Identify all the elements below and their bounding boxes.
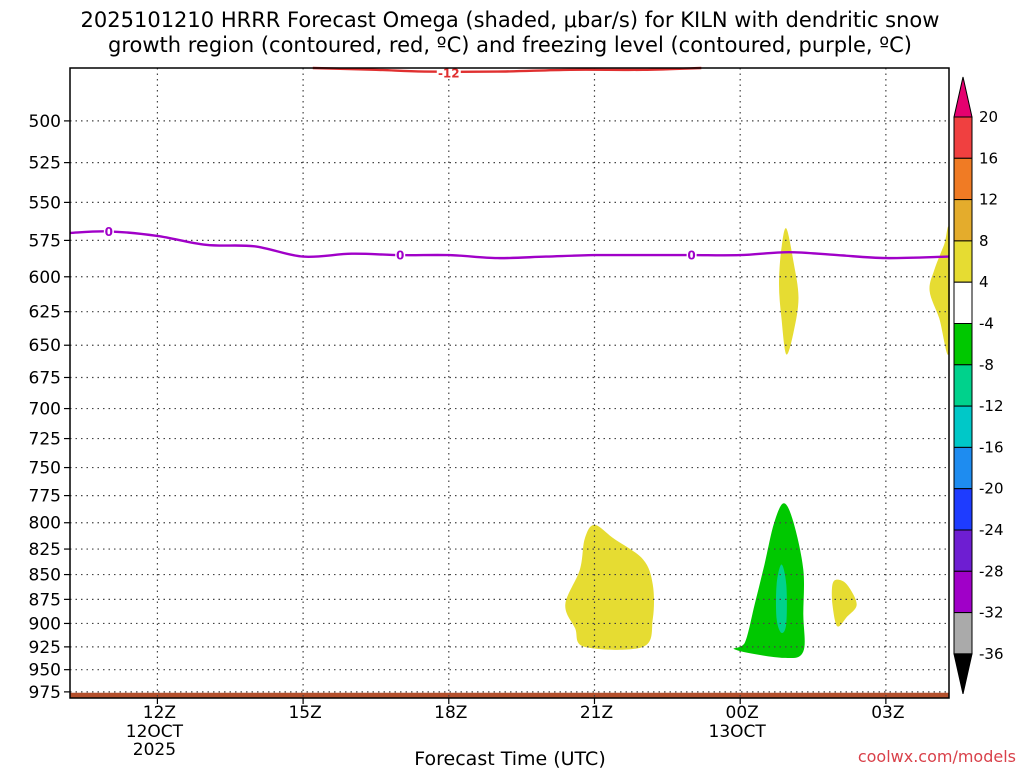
- freezing-level-label-0: 0: [105, 225, 113, 239]
- colorbar-label--8: -8: [979, 356, 994, 374]
- x-tick-label-03Z: 03Z: [871, 703, 904, 723]
- colorbar-label--12: -12: [979, 397, 1004, 415]
- x-tick-label-21Z: 21Z: [580, 703, 613, 723]
- x-tick-label-00Z: 00Z: [726, 703, 759, 723]
- yellow-edge-04z: [929, 226, 950, 355]
- freezing-level-label-bg-1: [395, 248, 406, 263]
- freezing-level-label-bg-0: [103, 224, 114, 239]
- y-tick-label-650: 650: [29, 336, 61, 356]
- colorbar-label--24: -24: [979, 521, 1004, 539]
- colorbar-bin-9: [953, 446, 973, 490]
- green-blob-00z: [733, 503, 805, 659]
- y-tick-label-875: 875: [29, 590, 61, 610]
- colorbar-label--20: -20: [979, 480, 1004, 498]
- plot-area: [70, 68, 949, 698]
- colorbar-label--28: -28: [979, 562, 1004, 580]
- colorbar-bin-3: [953, 199, 973, 242]
- y-tick-label-675: 675: [29, 368, 61, 388]
- freezing-level-label-2: 0: [687, 249, 695, 263]
- x-tick-year-12Z: 2025: [133, 740, 176, 760]
- teal-core-00z: [776, 564, 787, 634]
- chart-title-line1: 2025101210 HRRR Forecast Omega (shaded, …: [81, 8, 940, 32]
- colorbar-bin-13: [953, 612, 973, 655]
- plot-frame: [69, 67, 950, 699]
- y-axis: 500 525 550 575 600 625 650 675 700 725 750 775 800 8…: [29, 112, 70, 703]
- y-tick-label-950: 950: [29, 661, 61, 681]
- chart-title-line2: growth region (contoured, red, ºC) and f…: [108, 33, 912, 57]
- y-tick-label-500: 500: [29, 112, 61, 132]
- dgz-label: -12: [438, 67, 460, 81]
- colorbar-bin-1: [953, 116, 973, 159]
- colorbar-label-16: 16: [979, 149, 998, 167]
- colorbar-bin-8: [953, 405, 973, 448]
- colorbar-bottom-triangle: [953, 653, 973, 695]
- y-tick-label-925: 925: [29, 638, 61, 658]
- colorbar: 20 16 12 8 4 -4 -8 -12 -16 -20 -24 -28 -32 -36: [953, 76, 1004, 695]
- colorbar-bin-7: [953, 364, 973, 407]
- surface-band: [70, 692, 949, 698]
- y-tick-label-850: 850: [29, 566, 61, 586]
- colorbar-bin-11: [953, 529, 973, 572]
- y-tick-label-800: 800: [29, 514, 61, 534]
- yellow-sliver-01z: [779, 228, 799, 355]
- colorbar-bin-10: [953, 488, 973, 531]
- x-tick-label-15Z: 15Z: [288, 703, 321, 723]
- y-tick-label-900: 900: [29, 614, 61, 634]
- yellow-blob-21z: [565, 524, 654, 650]
- dgz-contour: [312, 66, 702, 74]
- y-tick-label-975: 975: [29, 683, 61, 703]
- colorbar-bin-5: [953, 281, 973, 325]
- contour-layer: 0 0 0 -12: [69, 66, 950, 263]
- surface-band-layer: [70, 692, 949, 698]
- colorbar-label--36: -36: [979, 645, 1004, 663]
- credit-text[interactable]: coolwx.com/models: [858, 747, 1016, 766]
- freezing-level-contour: [69, 230, 950, 260]
- freezing-level-label-bg-2: [686, 248, 697, 263]
- colorbar-label-4: 4: [979, 273, 989, 291]
- colorbar-label-12: 12: [979, 191, 998, 209]
- colorbar-bin-12: [953, 570, 973, 614]
- colorbar-label-20: 20: [979, 108, 998, 126]
- y-tick-label-725: 725: [29, 430, 61, 450]
- colorbar-label--4: -4: [979, 315, 994, 333]
- colorbar-label--32: -32: [979, 604, 1004, 622]
- y-tick-label-750: 750: [29, 459, 61, 479]
- colorbar-bin-4: [953, 240, 973, 283]
- colorbar-top-triangle: [953, 76, 973, 118]
- colorbar-bin-6: [953, 323, 973, 366]
- y-tick-label-625: 625: [29, 303, 61, 323]
- y-tick-label-825: 825: [29, 540, 61, 560]
- y-tick-label-775: 775: [29, 487, 61, 507]
- x-axis-title: Forecast Time (UTC): [414, 748, 605, 768]
- dgz-label-bg: [436, 66, 461, 79]
- x-tick-date-00Z: 13OCT: [709, 722, 767, 742]
- y-tick-label-550: 550: [29, 193, 61, 213]
- colorbar-bin-2: [953, 157, 973, 201]
- x-tick-label-12Z: 12Z: [143, 703, 176, 723]
- x-tick-label-18Z: 18Z: [434, 703, 467, 723]
- y-tick-label-700: 700: [29, 400, 61, 420]
- x-tick-date-12Z: 12OCT: [126, 722, 184, 742]
- yellow-blob-02z: [831, 579, 857, 627]
- colorbar-label--16: -16: [979, 438, 1004, 456]
- freezing-level-label-1: 0: [396, 249, 404, 263]
- y-tick-label-525: 525: [29, 154, 61, 174]
- y-tick-label-575: 575: [29, 231, 61, 251]
- grid-layer: [70, 68, 949, 698]
- omega-shading-layer: [565, 226, 950, 659]
- y-tick-label-600: 600: [29, 268, 61, 288]
- colorbar-label-8: 8: [979, 232, 989, 250]
